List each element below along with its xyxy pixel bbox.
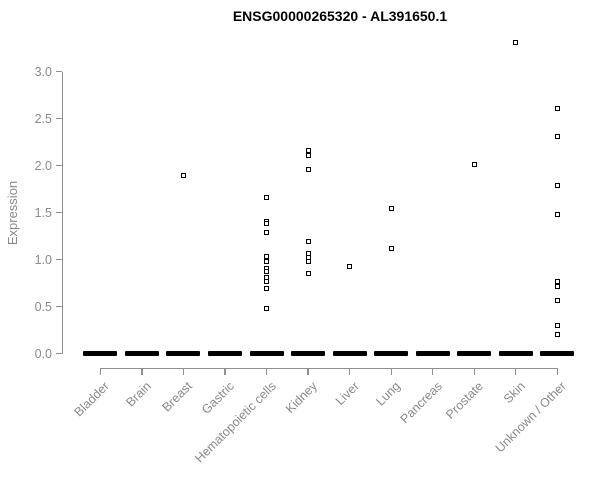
data-point — [471, 162, 477, 168]
data-point — [264, 269, 269, 275]
data-point — [305, 152, 311, 158]
x-axis-tick — [141, 368, 143, 375]
zero-expression-bar — [83, 351, 118, 357]
y-axis-tick — [55, 353, 62, 355]
data-point — [180, 172, 186, 178]
data-point — [264, 259, 269, 265]
y-axis-tick — [55, 259, 62, 261]
data-point — [305, 239, 311, 245]
x-axis-tick — [99, 368, 101, 375]
zero-expression-bar — [124, 351, 159, 357]
y-axis-tick — [55, 71, 62, 73]
data-point — [554, 182, 560, 188]
zero-expression-bar — [249, 351, 284, 357]
y-tick-label: 3.0 — [34, 64, 52, 79]
x-axis-tick — [556, 368, 558, 375]
y-axis-tick — [55, 118, 62, 120]
data-point — [264, 286, 269, 292]
y-tick-label: 2.0 — [34, 158, 52, 173]
data-point — [554, 297, 560, 303]
data-point — [264, 195, 269, 201]
x-axis-tick — [307, 368, 309, 375]
data-point — [388, 205, 394, 211]
data-point — [305, 271, 311, 277]
data-point — [554, 283, 560, 289]
y-axis-line — [62, 71, 64, 354]
zero-expression-bar — [498, 351, 533, 357]
x-axis-tick — [515, 368, 517, 375]
x-axis-tick — [265, 368, 268, 375]
data-point — [305, 259, 311, 265]
y-tick-label: 0.0 — [34, 346, 52, 361]
data-point — [264, 254, 269, 260]
x-axis-line — [100, 368, 558, 370]
data-point — [554, 332, 560, 338]
x-axis-tick — [473, 368, 475, 375]
y-tick-label: 1.0 — [34, 252, 52, 267]
x-axis-tick — [182, 368, 185, 375]
data-point — [264, 306, 269, 312]
zero-expression-bar — [415, 351, 450, 357]
data-point — [513, 40, 519, 46]
data-point — [554, 105, 560, 111]
data-point — [388, 245, 394, 251]
data-point — [554, 134, 560, 140]
y-axis-tick — [55, 306, 62, 308]
zero-expression-bar — [540, 351, 575, 357]
y-axis-tick — [55, 212, 62, 214]
data-point — [305, 167, 311, 172]
zero-expression-bar — [166, 351, 201, 357]
x-axis-tick — [349, 368, 351, 375]
chart-title: ENSG00000265320 - AL391650.1 — [232, 8, 448, 24]
data-point — [554, 323, 560, 328]
data-point — [305, 250, 311, 256]
zero-expression-bar — [291, 351, 326, 357]
data-point — [264, 229, 269, 235]
data-point — [305, 148, 311, 154]
zero-expression-bar — [374, 351, 409, 357]
zero-expression-bar — [457, 351, 492, 357]
y-tick-label: 2.5 — [34, 111, 52, 126]
x-axis-tick — [432, 368, 434, 375]
y-axis-tick — [55, 165, 62, 167]
y-tick-label: 0.5 — [34, 299, 52, 314]
zero-expression-bar — [207, 351, 242, 357]
data-point — [554, 278, 560, 284]
data-point — [347, 263, 353, 269]
data-point — [264, 278, 269, 284]
data-point — [264, 220, 269, 226]
x-axis-tick — [224, 368, 226, 375]
data-point — [554, 212, 560, 218]
x-axis-tick — [390, 368, 392, 375]
zero-expression-bar — [332, 351, 367, 357]
y-tick-label: 1.5 — [34, 205, 52, 220]
